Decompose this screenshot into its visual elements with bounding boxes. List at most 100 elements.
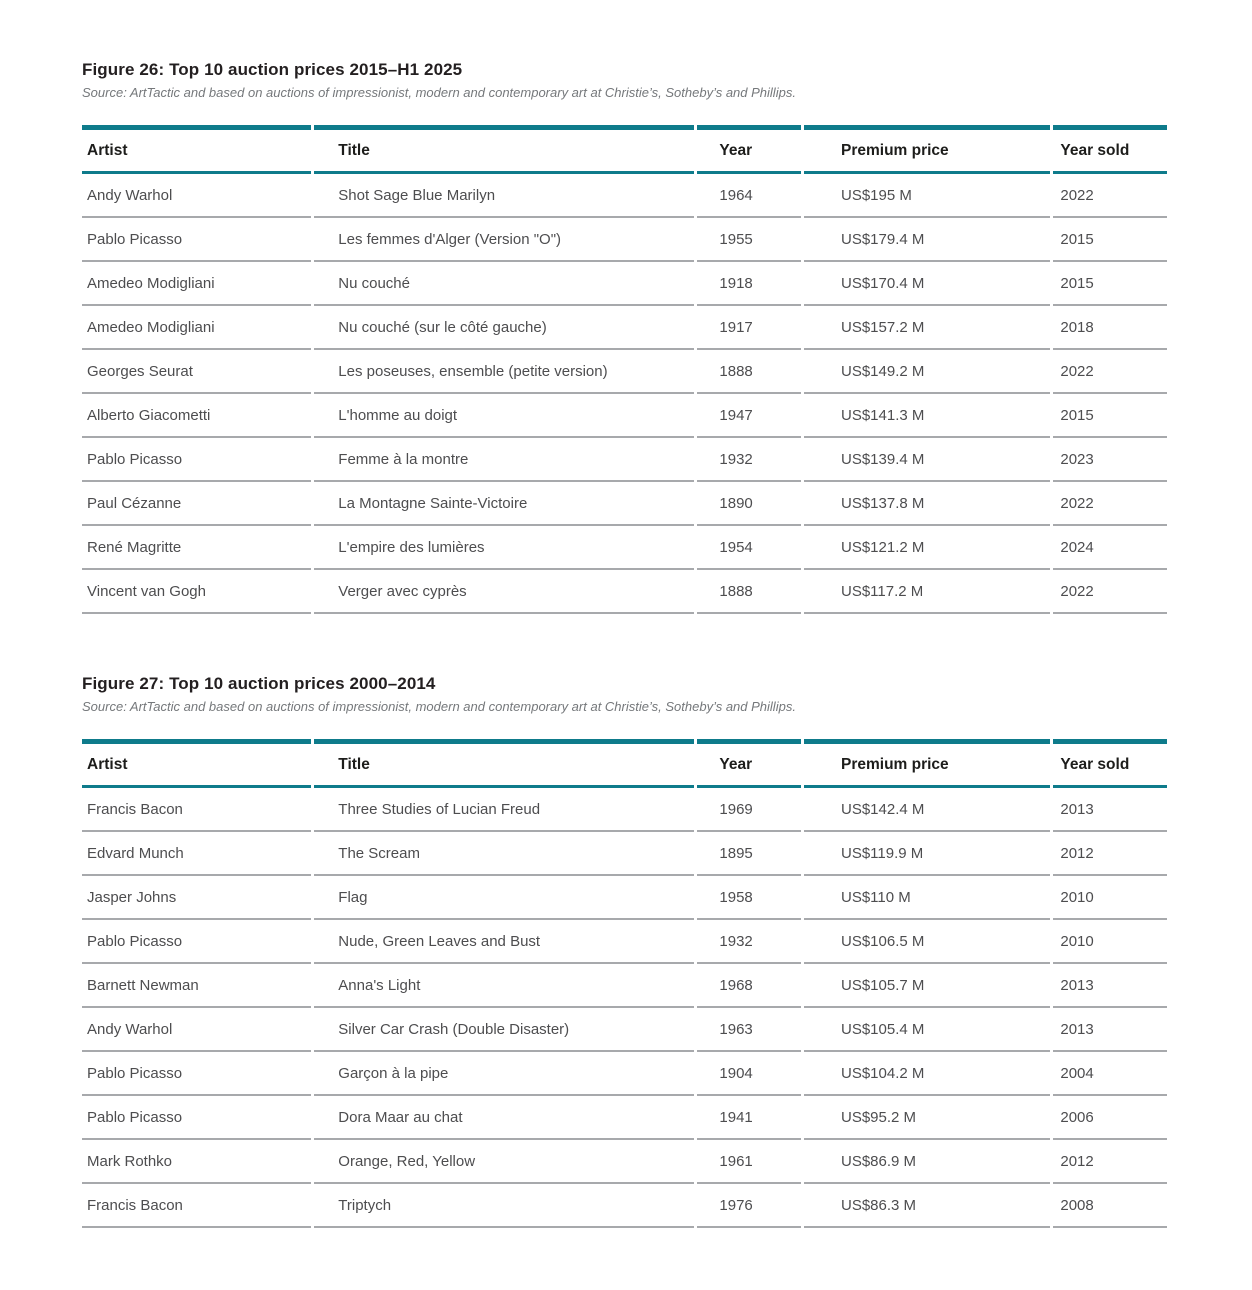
cell-year: 1904	[697, 1052, 801, 1096]
table-row: Paul Cézanne La Montagne Sainte-Victoire 1…	[82, 482, 1167, 526]
table-row: Barnett Newman Anna's Light 1968 US$105.7 M…	[82, 964, 1167, 1008]
cell-year-sold: 2022	[1053, 350, 1167, 394]
column-header-premium-price: Premium price	[803, 739, 1051, 788]
cell-artist: Pablo Picasso	[82, 1052, 312, 1096]
figure-27-source: Source: ArtTactic and based on auctions …	[82, 699, 796, 714]
cell-artist: Andy Warhol	[82, 174, 312, 218]
table-row: René Magritte L'empire des lumières 1954 US…	[82, 526, 1167, 570]
cell-year-sold: 2010	[1053, 876, 1167, 920]
cell-premium-price: US$139.4 M	[803, 438, 1051, 482]
cell-title: Nu couché (sur le côté gauche)	[314, 306, 695, 350]
column-header-artist: Artist	[82, 125, 312, 174]
cell-premium-price: US$157.2 M	[803, 306, 1051, 350]
table-header-row: Artist Title Year Premium price Year sol…	[82, 739, 1167, 788]
cell-year: 1947	[697, 394, 801, 438]
table-row: Amedeo Modigliani Nu couché 1918 US$170.4 M…	[82, 262, 1167, 306]
cell-year-sold: 2006	[1053, 1096, 1167, 1140]
cell-year-sold: 2023	[1053, 438, 1167, 482]
cell-premium-price: US$105.7 M	[803, 964, 1051, 1008]
cell-year-sold: 2010	[1053, 920, 1167, 964]
cell-artist: Edvard Munch	[82, 832, 312, 876]
cell-premium-price: US$117.2 M	[803, 570, 1051, 614]
table-row: Pablo Picasso Dora Maar au chat 1941 US$95.…	[82, 1096, 1167, 1140]
column-header-title: Title	[314, 739, 695, 788]
cell-year-sold: 2012	[1053, 1140, 1167, 1184]
cell-title: Flag	[314, 876, 695, 920]
table-row: Pablo Picasso Les femmes d'Alger (Version…	[82, 218, 1167, 262]
cell-title: L'homme au doigt	[314, 394, 695, 438]
cell-title: Dora Maar au chat	[314, 1096, 695, 1140]
table-row: Pablo Picasso Femme à la montre 1932 US$139…	[82, 438, 1167, 482]
auction-prices-table-2000-2014: Artist Title Year Premium price Year sol…	[79, 739, 1170, 1228]
cell-year: 1968	[697, 964, 801, 1008]
cell-artist: Amedeo Modigliani	[82, 306, 312, 350]
cell-artist: René Magritte	[82, 526, 312, 570]
cell-year-sold: 2013	[1053, 788, 1167, 832]
cell-title: Les poseuses, ensemble (petite version)	[314, 350, 695, 394]
cell-year: 1888	[697, 350, 801, 394]
cell-artist: Pablo Picasso	[82, 438, 312, 482]
cell-premium-price: US$110 M	[803, 876, 1051, 920]
cell-year: 1964	[697, 174, 801, 218]
cell-premium-price: US$119.9 M	[803, 832, 1051, 876]
cell-artist: Barnett Newman	[82, 964, 312, 1008]
table-row: Amedeo Modigliani Nu couché (sur le côté …	[82, 306, 1167, 350]
cell-title: Triptych	[314, 1184, 695, 1228]
cell-premium-price: US$137.8 M	[803, 482, 1051, 526]
table-row: Mark Rothko Orange, Red, Yellow 1961 US$86.…	[82, 1140, 1167, 1184]
cell-artist: Pablo Picasso	[82, 1096, 312, 1140]
table-header: Artist Title Year Premium price Year sol…	[82, 125, 1167, 174]
cell-title: Three Studies of Lucian Freud	[314, 788, 695, 832]
table-body: Francis Bacon Three Studies of Lucian Fre…	[82, 788, 1167, 1228]
cell-year-sold: 2012	[1053, 832, 1167, 876]
cell-artist: Pablo Picasso	[82, 218, 312, 262]
cell-artist: Mark Rothko	[82, 1140, 312, 1184]
cell-artist: Francis Bacon	[82, 1184, 312, 1228]
cell-year-sold: 2022	[1053, 174, 1167, 218]
cell-title: Anna's Light	[314, 964, 695, 1008]
table-row: Pablo Picasso Garçon à la pipe 1904 US$104.…	[82, 1052, 1167, 1096]
cell-year-sold: 2015	[1053, 262, 1167, 306]
table-row: Andy Warhol Shot Sage Blue Marilyn 1964 US$…	[82, 174, 1167, 218]
figure-27-title: Figure 27: Top 10 auction prices 2000–20…	[82, 674, 436, 693]
table-row: Vincent van Gogh Verger avec cyprès 1888 US…	[82, 570, 1167, 614]
figure-26-section: Figure 26: Top 10 auction prices 2015–H1…	[82, 60, 1252, 614]
column-header-title: Title	[314, 125, 695, 174]
table-row: Georges Seurat Les poseuses, ensemble (pe…	[82, 350, 1167, 394]
cell-year: 1918	[697, 262, 801, 306]
cell-year-sold: 2004	[1053, 1052, 1167, 1096]
cell-title: La Montagne Sainte-Victoire	[314, 482, 695, 526]
table-body: Andy Warhol Shot Sage Blue Marilyn 1964 US$…	[82, 174, 1167, 614]
table-header-row: Artist Title Year Premium price Year sol…	[82, 125, 1167, 174]
figure-27-section: Figure 27: Top 10 auction prices 2000–20…	[82, 674, 1252, 1228]
cell-year: 1917	[697, 306, 801, 350]
cell-year-sold: 2022	[1053, 570, 1167, 614]
table-row: Francis Bacon Triptych 1976 US$86.3 M 2008	[82, 1184, 1167, 1228]
cell-year: 1932	[697, 920, 801, 964]
cell-year-sold: 2024	[1053, 526, 1167, 570]
column-header-premium-price: Premium price	[803, 125, 1051, 174]
cell-year: 1961	[697, 1140, 801, 1184]
cell-year-sold: 2015	[1053, 218, 1167, 262]
cell-year: 1888	[697, 570, 801, 614]
cell-premium-price: US$105.4 M	[803, 1008, 1051, 1052]
cell-year: 1890	[697, 482, 801, 526]
table-row: Pablo Picasso Nude, Green Leaves and Bust…	[82, 920, 1167, 964]
cell-artist: Vincent van Gogh	[82, 570, 312, 614]
cell-artist: Georges Seurat	[82, 350, 312, 394]
cell-year-sold: 2013	[1053, 964, 1167, 1008]
auction-prices-table-2015-2025: Artist Title Year Premium price Year sol…	[79, 125, 1170, 614]
cell-premium-price: US$142.4 M	[803, 788, 1051, 832]
figure-26-source: Source: ArtTactic and based on auctions …	[82, 85, 796, 100]
cell-title: Orange, Red, Yellow	[314, 1140, 695, 1184]
table-header: Artist Title Year Premium price Year sol…	[82, 739, 1167, 788]
cell-year-sold: 2008	[1053, 1184, 1167, 1228]
cell-title: Verger avec cyprès	[314, 570, 695, 614]
cell-artist: Paul Cézanne	[82, 482, 312, 526]
cell-year-sold: 2018	[1053, 306, 1167, 350]
cell-year-sold: 2022	[1053, 482, 1167, 526]
cell-premium-price: US$170.4 M	[803, 262, 1051, 306]
cell-premium-price: US$86.9 M	[803, 1140, 1051, 1184]
figure-26-title: Figure 26: Top 10 auction prices 2015–H1…	[82, 60, 463, 79]
cell-title: Silver Car Crash (Double Disaster)	[314, 1008, 695, 1052]
